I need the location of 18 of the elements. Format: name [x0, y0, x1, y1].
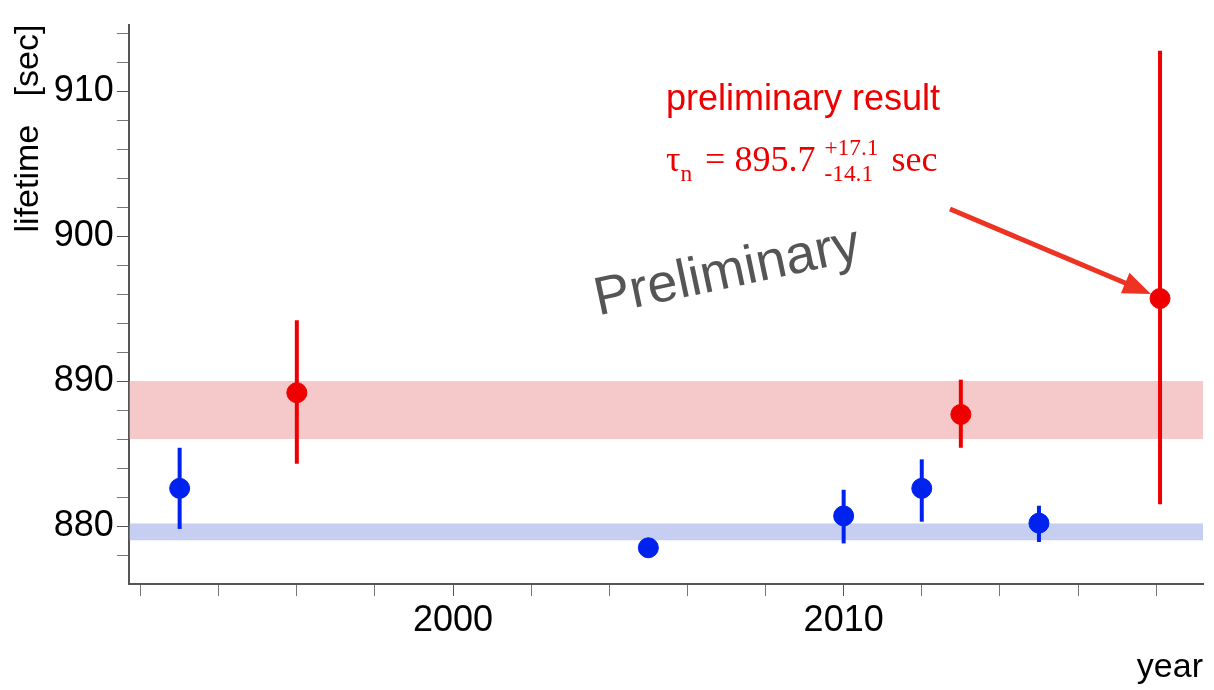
x-tick-label: 2010 [803, 597, 884, 639]
annotation: Preliminary [588, 211, 865, 327]
y-tick-label: 900 [53, 213, 114, 255]
y-tick-label: 880 [53, 502, 114, 544]
point [286, 382, 308, 404]
point [911, 477, 933, 499]
y-axis-title: lifetime [sec] [6, 24, 45, 233]
point [637, 537, 659, 559]
point [1028, 512, 1050, 534]
y-tick-label: 910 [53, 68, 114, 110]
x-tick-label: 2000 [413, 597, 494, 639]
y-tick-label: 890 [53, 358, 114, 400]
point [169, 477, 191, 499]
annotation: preliminary result [665, 76, 941, 118]
x-axis-title: year [1136, 645, 1203, 684]
point [1149, 288, 1171, 309]
point [833, 505, 855, 527]
point [950, 403, 972, 425]
